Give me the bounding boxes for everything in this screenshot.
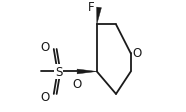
Text: O: O bbox=[40, 40, 49, 53]
Text: O: O bbox=[40, 90, 49, 103]
Polygon shape bbox=[77, 69, 97, 74]
Text: S: S bbox=[55, 65, 62, 78]
Text: O: O bbox=[132, 46, 142, 59]
Text: O: O bbox=[72, 78, 81, 91]
Polygon shape bbox=[97, 8, 101, 25]
Text: F: F bbox=[87, 1, 94, 14]
